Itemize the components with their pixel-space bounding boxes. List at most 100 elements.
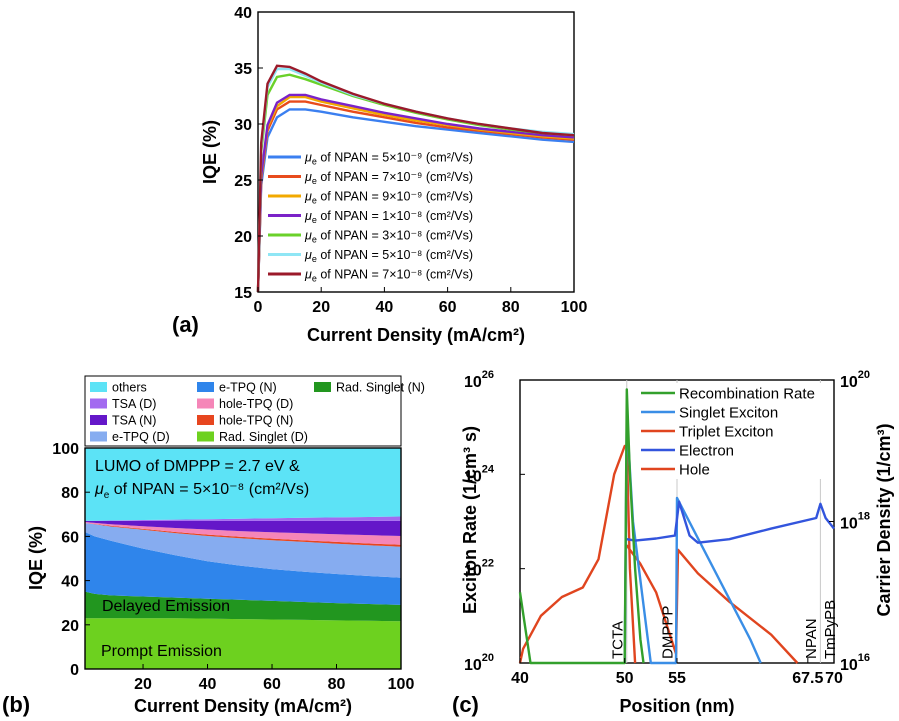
panel-a-xtick-label: 20 <box>312 299 330 316</box>
panel-b-legend-label: TSA (N) <box>112 414 156 428</box>
panel-c-x-ticks: 40 50 55 67.5 70 <box>511 658 843 687</box>
panel-c-xtick-label: 40 <box>511 670 529 687</box>
panel-a-legend-label: μe of NPAN = 7×10⁻⁸ (cm²/Vs) <box>304 268 473 284</box>
panel-b-legend-label: e-TPQ (N) <box>219 381 277 395</box>
panel-c-layer-label: DMPPP <box>660 606 677 659</box>
panel-c-series-group <box>518 388 835 665</box>
panel-b-area-tsa-d <box>85 516 401 521</box>
panel-b-legend-label: Rad. Singlet (D) <box>219 430 308 444</box>
panel-b-legend-label: others <box>112 381 147 395</box>
panel-c-legend-label: Recombination Rate <box>679 386 815 403</box>
panel-b-area-e-tpq-n <box>85 532 401 605</box>
panel-c-series-electron <box>626 500 835 544</box>
panel-b-legend-label: e-TPQ (D) <box>112 430 170 444</box>
panel-a-legend-label: μe of NPAN = 9×10⁻⁹ (cm²/Vs) <box>304 190 473 206</box>
panel-a-ytick-label: 15 <box>234 285 252 302</box>
panel-b-xtick-label: 60 <box>263 676 281 693</box>
panel-b-legend-label: Rad. Singlet (N) <box>336 381 425 395</box>
panel-c-layer-label: NPAN <box>803 618 820 659</box>
panel-c-series-recombination-rate <box>518 388 645 665</box>
panel-a-xtick-label: 0 <box>254 299 263 316</box>
panel-b-legend-box <box>84 375 402 447</box>
panel-a-series-line-4 <box>256 93 575 293</box>
panel-a-legend-label: μe of NPAN = 3×10⁻⁸ (cm²/Vs) <box>304 229 473 245</box>
panel-c-xlabel: Position (nm) <box>620 696 735 716</box>
panel-b-area-hole-tpq-n <box>85 523 401 547</box>
panel-b-xtick-label: 80 <box>328 676 346 693</box>
panel-b-area-tsa-n <box>85 520 401 536</box>
panel-a-xlabel: Current Density (mA/cm²) <box>307 325 525 345</box>
panel-b-x-ticks: 20 40 60 80 100 <box>134 664 414 693</box>
panel-a-plot-frame <box>257 11 575 293</box>
panel-a-ytick-label: 35 <box>234 61 252 78</box>
panel-c-legend: Recombination Rate Singlet Exciton Triplet… <box>636 383 832 479</box>
panel-b-region-delayed: Delayed Emission <box>102 598 230 615</box>
panel-c-legend-label: Triplet Exciton <box>679 424 773 441</box>
panel-b-label: (b) <box>2 692 30 717</box>
panel-a-xtick-label: 60 <box>439 299 457 316</box>
panel-c-xtick-label: 55 <box>668 670 686 687</box>
panel-b-legend: others e-TPQ (N) Rad. Singlet (N) TSA (D) ho… <box>90 381 425 444</box>
panel-c-layer-label: TCTA <box>609 621 626 659</box>
panel-a-ytick-label: 30 <box>234 117 252 134</box>
panel-b-legend-swatch <box>197 382 214 392</box>
panel-a-xtick-label: 100 <box>561 299 588 316</box>
panel-c-ytick-left-label: 1022 <box>464 558 494 580</box>
panel-c-ytick-left-label: 1024 <box>464 463 495 485</box>
panel-b-ytick-label: 20 <box>61 618 79 635</box>
panel-b-legend-swatch <box>197 415 214 425</box>
panel-a-ytick-label: 40 <box>234 5 252 22</box>
panel-c-y-ticks-left: 1020 1022 1024 1026 <box>464 369 525 674</box>
panel-b-plot-frame <box>84 447 402 670</box>
panel-a-xtick-label: 40 <box>376 299 394 316</box>
panel-a-series-group <box>256 64 575 293</box>
panel-c-ylabel-left: Exciton Rate (1/cm³ s) <box>460 426 480 614</box>
panel-c-xtick-label: 70 <box>825 670 843 687</box>
panel-b-ytick-label: 100 <box>52 441 79 458</box>
panel-c-layer-labels: TCTA DMPPP NPAN TmPyPB <box>609 600 838 659</box>
panel-b-area-others <box>85 448 401 521</box>
panel-c-legend-label: Singlet Exciton <box>679 405 778 422</box>
panel-b-legend-swatch <box>314 382 331 392</box>
panel-b-ytick-label: 80 <box>61 485 79 502</box>
panel-c-xtick-label: 50 <box>616 670 634 687</box>
panel-b-xtick-label: 40 <box>199 676 217 693</box>
panel-b-annotation-line2: μe of NPAN = 5×10⁻⁸ (cm²/Vs) <box>94 481 309 501</box>
panel-b-legend-swatch <box>90 431 107 442</box>
panel-b-ylabel: IQE (%) <box>26 526 46 590</box>
panel-a-legend-label: μe of NPAN = 5×10⁻⁸ (cm²/Vs) <box>304 248 473 264</box>
panel-c-label: (c) <box>452 692 479 717</box>
panel-b-legend-swatch <box>90 382 107 392</box>
panel-b-xtick-label: 100 <box>388 676 415 693</box>
panel-b-legend-swatch <box>197 398 214 409</box>
panel-b-area-hole-tpq-d <box>85 522 401 545</box>
panel-b-region-prompt: Prompt Emission <box>101 643 222 660</box>
panel-b-legend-swatch <box>197 431 214 442</box>
panel-a-chart: 0 20 40 60 80 100 15 20 25 30 35 40 μe of NPAN = 5… <box>172 5 587 345</box>
panel-c-ytick-right-label: 1016 <box>840 652 870 674</box>
panel-c-ytick-left-label: 1026 <box>464 369 494 391</box>
panel-c-ytick-left-label: 1020 <box>464 652 494 674</box>
panel-b-legend-swatch <box>90 415 107 425</box>
panel-c-ylabel-right: Carrier Density (1/cm³) <box>874 423 894 616</box>
panel-b-y-ticks: 0 20 40 60 80 100 <box>52 441 90 679</box>
panel-a-x-ticks: 0 20 40 60 80 100 <box>254 287 588 316</box>
panel-c-ytick-right-label: 1018 <box>840 511 870 533</box>
panel-b-legend-label: hole-TPQ (N) <box>219 414 293 428</box>
panel-a-legend-label: μe of NPAN = 5×10⁻⁹ (cm²/Vs) <box>304 151 473 167</box>
panel-a-label: (a) <box>172 312 199 337</box>
panel-b-ytick-label: 0 <box>70 662 79 679</box>
panel-a-legend-label: μe of NPAN = 1×10⁻⁸ (cm²/Vs) <box>304 209 473 225</box>
panel-c-xtick-label: 67.5 <box>792 670 823 687</box>
panel-c-legend-label: Electron <box>679 443 734 460</box>
panel-b-chart: others e-TPQ (N) Rad. Singlet (N) TSA (D) ho… <box>2 375 425 717</box>
panel-a-legend: μe of NPAN = 5×10⁻⁹ (cm²/Vs) μe of NPAN =… <box>268 151 473 284</box>
panel-b-area-e-tpq-d <box>85 523 401 578</box>
panel-c-legend-label: Hole <box>679 462 710 479</box>
panel-a-series-line-7 <box>256 64 575 293</box>
panel-a-ytick-label: 25 <box>234 173 252 190</box>
panel-b-areas-group <box>85 448 401 669</box>
panel-b-area-rad-singlet-n <box>85 591 401 622</box>
panel-b-annotation-line1: LUMO of DMPPP = 2.7 eV & <box>95 458 300 475</box>
